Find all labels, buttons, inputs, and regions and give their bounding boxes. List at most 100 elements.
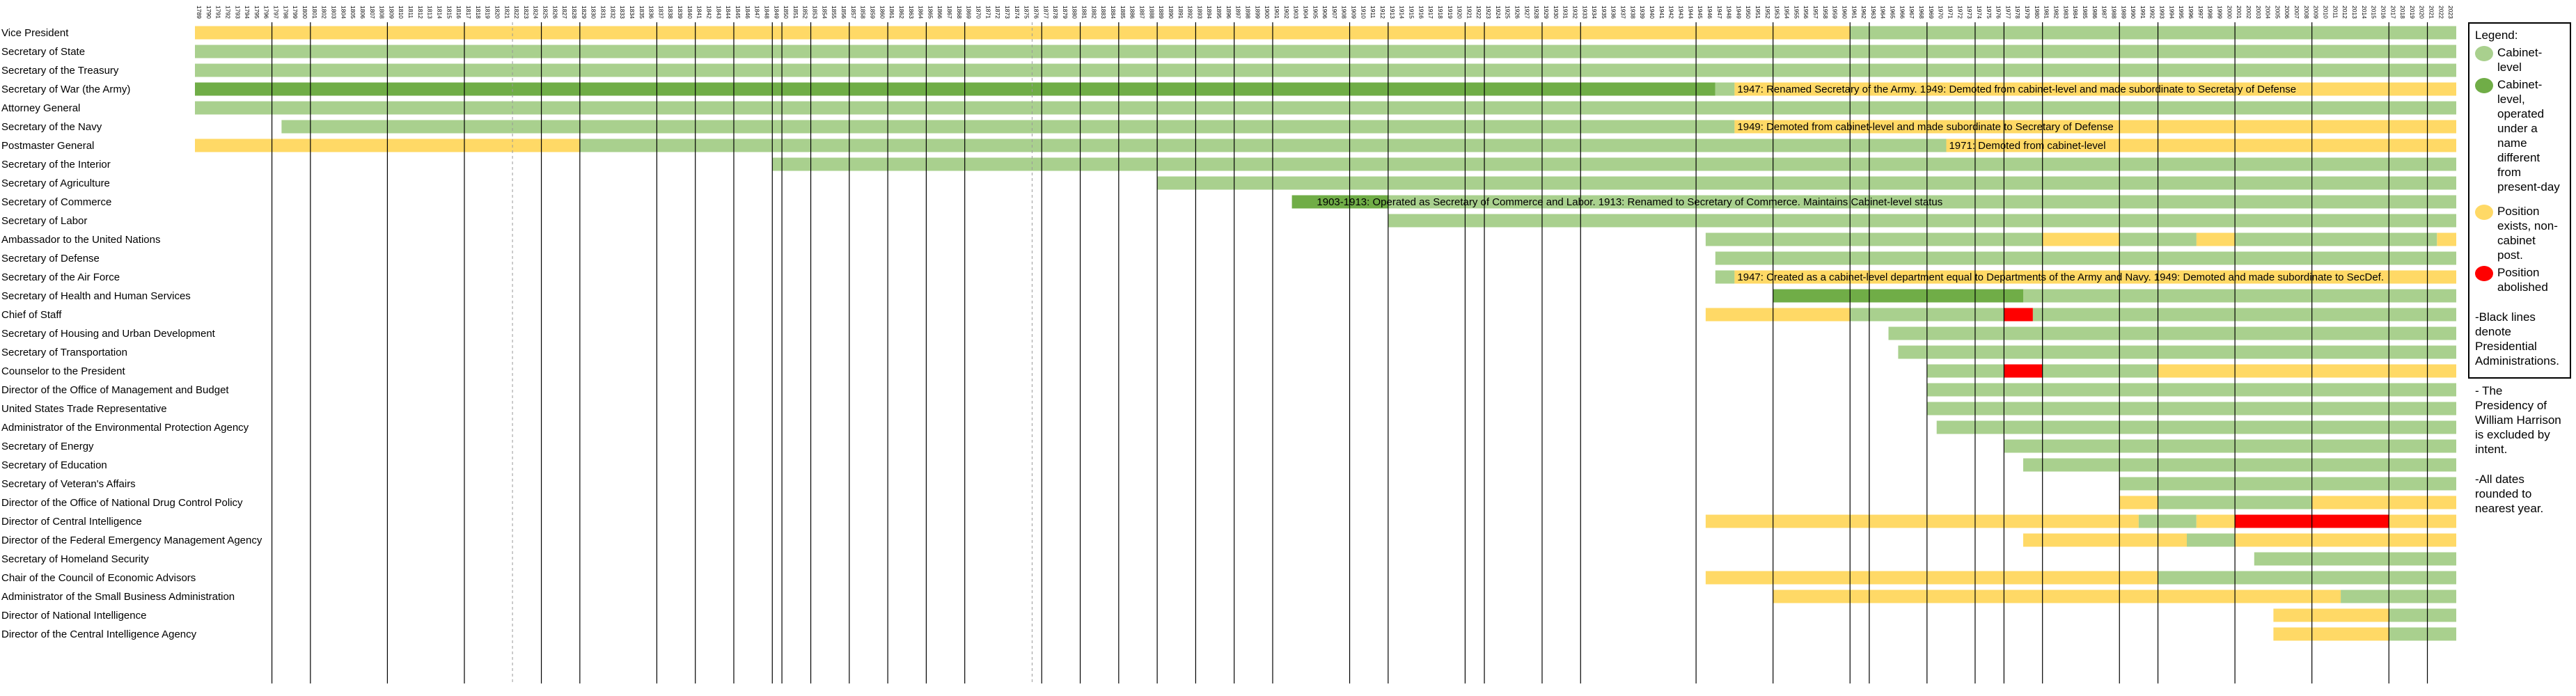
year-tick-label: 1813 [427,6,434,19]
year-tick-label: 1844 [725,6,732,19]
legend-item-non-cabinet: Position exists, non-cabinet post. [2475,204,2564,262]
yellow-circle-icon [2475,205,2493,220]
row-label: Ambassador to the United Nations [1,234,160,246]
year-tick-label: 1949 [1735,6,1742,19]
legend-item-cabinet: Cabinet-level [2475,45,2564,74]
year-tick-label: 1809 [388,6,395,19]
year-tick-label: 1996 [2188,6,2194,19]
bar-annotation: 1971: Demoted from cabinet-level [1949,140,2105,152]
year-tick-label: 2014 [2361,6,2368,19]
green-circle-icon [2475,46,2493,61]
year-tick-label: 1981 [2043,6,2050,19]
year-tick-label: 1893 [1196,6,1203,19]
year-tick-label: 1830 [590,6,597,19]
bar-segment [2196,232,2236,246]
bar-segment [1888,326,2456,340]
bar-segment [1705,232,2043,246]
row-label: Administrator of the Small Business Admi… [1,591,235,603]
bar-segment [1946,139,2456,152]
year-tick-label: 1805 [350,6,356,19]
legend-note-rounding: -All dates rounded to nearest year. [2475,473,2544,515]
year-tick-label: 1997 [2197,6,2204,19]
year-tick-label: 1794 [244,6,251,19]
year-tick-label: 1816 [455,6,462,19]
year-tick-label: 1935 [1601,6,1608,19]
bar-segment [195,82,1715,96]
year-tick-label: 1910 [1360,6,1367,19]
year-tick-label: 1879 [1062,6,1069,19]
year-tick-label: 1967 [1908,6,1915,19]
year-tick-label: 2016 [2380,6,2387,19]
year-tick-label: 1873 [1004,6,1011,19]
row-label: Secretary of Defense [1,253,100,264]
bar-segment [1705,571,2158,585]
bar-segment [1705,308,1851,322]
legend-label: Cabinet-level, operated under a name dif… [2497,78,2560,193]
year-tick-label: 1825 [542,6,549,19]
year-tick-label: 1892 [1187,6,1194,19]
year-tick-label: 2019 [2409,6,2416,19]
year-tick-label: 1865 [927,6,934,19]
year-tick-label: 2022 [2437,6,2444,19]
year-tick-label: 1959 [1832,6,1839,19]
year-tick-label: 2002 [2245,6,2252,19]
row-label: Director of National Intelligence [1,610,146,622]
year-tick-label: 1822 [513,6,520,19]
year-tick-label: 1901 [1273,6,1280,19]
bar-segment [2032,308,2456,322]
year-tick-label: 1956 [1803,6,1809,19]
year-tick-label: 2004 [2265,6,2272,19]
year-tick-label: 2017 [2389,6,2396,19]
bar-segment [1773,289,2024,303]
bar-segment [2389,608,2456,622]
year-tick-label: 1814 [437,6,443,19]
bar-segment [2235,533,2456,547]
bar-segment [2138,514,2197,528]
year-tick-label: 1903 [1293,6,1300,19]
year-tick-label: 1866 [936,6,943,19]
year-tick-label: 1890 [1168,6,1175,19]
year-tick-label: 1793 [234,6,241,19]
year-tick-label: 2009 [2313,6,2320,19]
year-tick-label: 1843 [715,6,722,19]
year-tick-label: 1923 [1485,6,1492,19]
dark-green-circle-icon [2475,78,2493,93]
year-tick-label: 1931 [1562,6,1569,19]
legend-note-administrations: -Black lines denote Presidential Adminis… [2475,310,2559,367]
bar-segment [2158,571,2456,585]
year-tick-label: 1812 [417,6,424,19]
year-tick-label: 1818 [475,6,482,19]
year-tick-label: 1868 [956,6,963,19]
year-tick-label: 2005 [2274,6,2281,19]
year-tick-label: 1803 [331,6,338,19]
year-tick-label: 1897 [1235,6,1242,19]
year-tick-label: 1916 [1417,6,1424,19]
cabinet-timeline-chart: 1789 1790 1791 1792 1793 1794 1795 1796 1797 1798… [1,6,2458,683]
year-tick-label: 1838 [667,6,674,19]
year-tick-label: 1953 [1774,6,1781,19]
legend-item-abolished: Position abolished [2475,265,2564,294]
year-tick-label: 1989 [2120,6,2127,19]
year-tick-label: 1833 [619,6,626,19]
year-tick-label: 1801 [311,6,318,19]
bar-segment [2196,514,2236,528]
year-tick-label: 1806 [359,6,366,19]
row-label: Secretary of Labor [1,215,87,227]
year-tick-label: 1974 [1976,6,1983,19]
row-label: Secretary of Housing and Urban Developme… [1,328,216,340]
year-tick-label: 1915 [1408,6,1415,19]
year-tick-label: 1950 [1745,6,1752,19]
year-tick-label: 1951 [1754,6,1761,19]
year-tick-label: 1975 [1986,6,1993,19]
bar-segment [1926,402,2456,416]
year-tick-label: 1917 [1427,6,1434,19]
year-tick-label: 1969 [1928,6,1935,19]
year-tick-label: 1811 [407,6,414,19]
legend-label: Cabinet-level [2497,46,2543,74]
bar-segment [2341,590,2456,603]
year-tick-label: 1902 [1283,6,1290,19]
year-tick-label: 1819 [485,6,492,19]
year-tick-label: 1954 [1784,6,1791,19]
year-tick-label: 1929 [1543,6,1550,19]
year-tick-label: 2023 [2447,6,2454,19]
